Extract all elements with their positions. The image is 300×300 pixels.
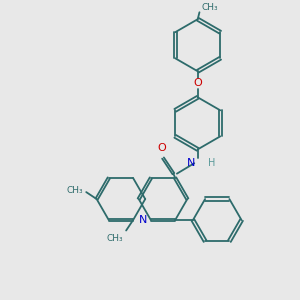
- Text: CH₃: CH₃: [106, 234, 123, 243]
- Text: CH₃: CH₃: [66, 186, 83, 195]
- Text: N: N: [139, 215, 147, 225]
- Text: H: H: [208, 158, 215, 168]
- Text: N: N: [187, 158, 195, 168]
- Text: O: O: [157, 143, 166, 153]
- Text: CH₃: CH₃: [201, 3, 218, 12]
- Text: O: O: [193, 78, 202, 88]
